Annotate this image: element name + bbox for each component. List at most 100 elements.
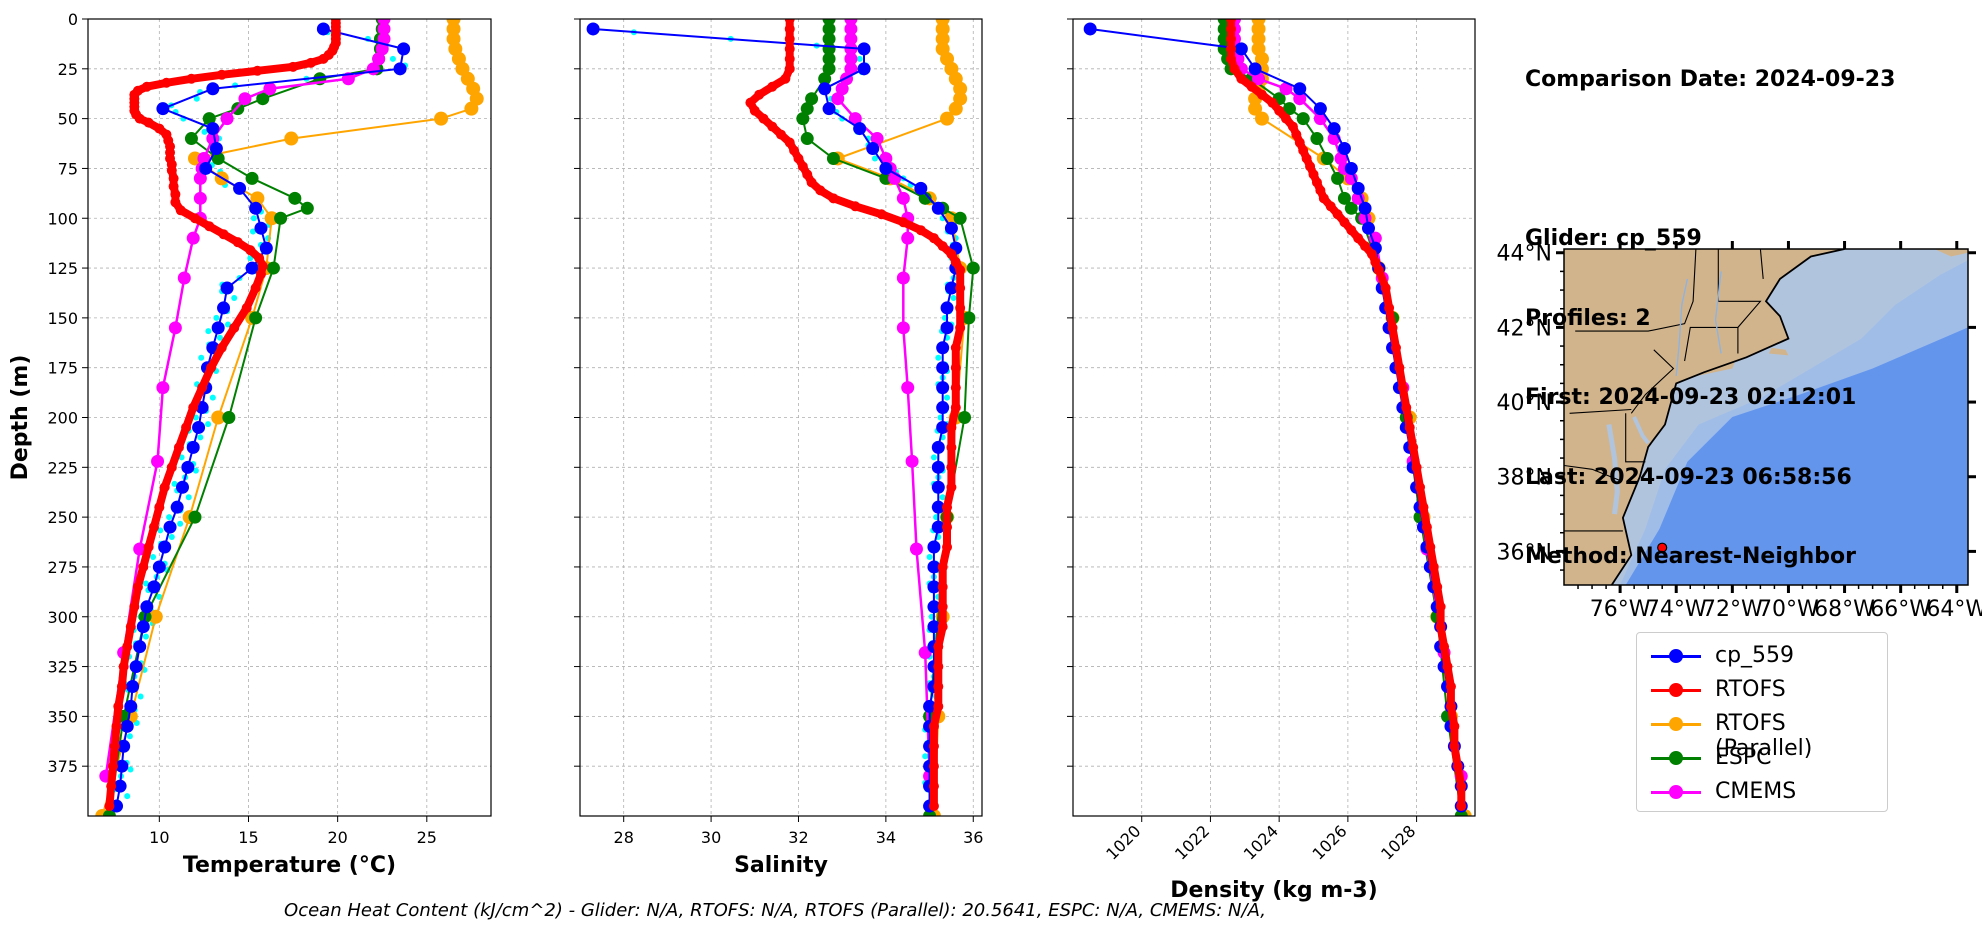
series-point-espc bbox=[826, 151, 840, 165]
series-point-rtofs bbox=[138, 561, 149, 572]
y-tick-label: 25 bbox=[58, 60, 78, 79]
series-point-espc bbox=[796, 112, 810, 126]
series-point-espc bbox=[249, 311, 263, 325]
y-tick-label: 0 bbox=[68, 10, 78, 29]
series-point-glider bbox=[818, 82, 832, 96]
series-point-rtofs bbox=[928, 761, 939, 772]
series-point-rtofs bbox=[784, 63, 795, 74]
series-point-rtofs bbox=[946, 249, 957, 260]
raw-glider-point bbox=[935, 354, 942, 361]
series-point-cmems bbox=[1293, 92, 1307, 106]
series-point-cmems bbox=[896, 271, 910, 285]
series-point-glider bbox=[217, 301, 231, 315]
series-point-rtofs bbox=[850, 201, 861, 212]
series-point-rtofs bbox=[168, 173, 179, 184]
series-point-rtofs bbox=[1353, 233, 1364, 244]
raw-glider-point bbox=[205, 328, 212, 335]
series-point-rtofs bbox=[173, 442, 184, 453]
series-point-rtofs bbox=[928, 741, 939, 752]
series-point-rtofs bbox=[1226, 43, 1237, 54]
series-point-rtofs bbox=[229, 322, 240, 333]
series-group bbox=[1083, 19, 1472, 816]
series-point-rtofs bbox=[1390, 342, 1401, 353]
series-point-rtofs bbox=[928, 781, 939, 792]
series-point-rtofs bbox=[1421, 522, 1432, 533]
raw-glider-point bbox=[166, 514, 173, 521]
raw-glider-point bbox=[171, 480, 178, 487]
x-tick-label: 1020 bbox=[1102, 821, 1144, 863]
glider-location-marker bbox=[1657, 542, 1668, 553]
glider-name: Glider: cp_559 bbox=[1525, 226, 1702, 251]
series-point-rtofs bbox=[1229, 63, 1240, 74]
y-tick-label: 325 bbox=[47, 658, 78, 677]
series-point-cmems bbox=[377, 32, 391, 46]
series-point-rtofs bbox=[946, 462, 957, 473]
series-point-cmems bbox=[909, 542, 923, 556]
series-point-rtofs bbox=[915, 225, 926, 236]
series-point-rtofs bbox=[318, 53, 329, 64]
lon-tick-label: 64°W bbox=[1926, 597, 1982, 622]
series-point-rtofs bbox=[143, 117, 154, 128]
profile-count: Profiles: 2 bbox=[1525, 305, 1651, 331]
series-point-glider bbox=[931, 480, 945, 494]
x-tick-label: 25 bbox=[417, 828, 437, 847]
island bbox=[1768, 347, 1789, 356]
series-point-rtofs bbox=[109, 741, 120, 752]
series-point-glider bbox=[170, 500, 184, 514]
series-point-rtofs bbox=[216, 69, 227, 80]
series-point-espc bbox=[266, 261, 280, 275]
legend: cp_559 RTOFS RTOFS (Parallel) ESPC CMEMS bbox=[1636, 632, 1888, 812]
land bbox=[1564, 249, 1845, 585]
series-point-rtofs bbox=[806, 177, 817, 188]
nova-scotia bbox=[1934, 249, 1968, 257]
series-point-glider bbox=[249, 201, 263, 215]
series-point-espc bbox=[1310, 132, 1324, 146]
series-point-rtofs bbox=[1449, 741, 1460, 752]
series-point-espc bbox=[1320, 151, 1334, 165]
raw-glider-point bbox=[157, 527, 164, 534]
x-tick-label: 1024 bbox=[1240, 821, 1282, 863]
series-point-glider bbox=[1327, 122, 1341, 136]
chesapeake-bay bbox=[1606, 424, 1620, 515]
series-point-glider bbox=[927, 600, 941, 614]
series-point-rtofs bbox=[745, 97, 756, 108]
series-point-glider bbox=[857, 62, 871, 76]
series-point-glider bbox=[220, 281, 234, 295]
y-tick-label: 50 bbox=[58, 110, 78, 129]
map-frame bbox=[1563, 248, 1969, 586]
series-point-cmems bbox=[835, 82, 849, 96]
series-point-cmems bbox=[870, 132, 884, 146]
series-point-glider bbox=[936, 381, 950, 395]
series-point-espc bbox=[953, 211, 967, 225]
series-point-rtofs bbox=[1404, 422, 1415, 433]
series-point-rtofs bbox=[1339, 217, 1350, 228]
series-point-rtofs_parallel bbox=[148, 609, 163, 624]
series-point-rtofs bbox=[1274, 105, 1285, 116]
series-point-rtofs_parallel bbox=[211, 410, 226, 425]
x-axis-label: Temperature (°C) bbox=[183, 853, 396, 878]
raw-glider-point bbox=[871, 155, 878, 162]
series-point-rtofs bbox=[780, 73, 791, 84]
series-point-espc bbox=[288, 191, 302, 205]
series-point-rtofs bbox=[106, 781, 117, 792]
series-point-rtofs bbox=[784, 137, 795, 148]
lon-tick-label: 74°W bbox=[1646, 597, 1707, 622]
series-point-rtofs bbox=[1246, 81, 1257, 92]
series-point-rtofs_parallel bbox=[1254, 111, 1269, 126]
series-point-rtofs bbox=[104, 801, 115, 812]
series-point-rtofs bbox=[1325, 201, 1336, 212]
series-point-rtofs bbox=[1226, 19, 1237, 24]
series-point-rtofs bbox=[218, 229, 229, 240]
series-point-glider bbox=[1248, 62, 1262, 76]
series-point-rtofs_parallel bbox=[948, 101, 963, 116]
series-point-rtofs_parallel bbox=[464, 101, 479, 116]
series-point-glider bbox=[931, 460, 945, 474]
series-point-glider bbox=[1344, 161, 1358, 175]
series-point-cmems bbox=[896, 321, 910, 335]
series-point-rtofs bbox=[148, 522, 159, 533]
series-point-rtofs_parallel bbox=[935, 21, 950, 36]
series-point-rtofs bbox=[946, 442, 957, 453]
series-point-rtofs bbox=[784, 23, 795, 34]
series-point-rtofs bbox=[1384, 302, 1395, 313]
series-point-rtofs bbox=[955, 302, 966, 313]
